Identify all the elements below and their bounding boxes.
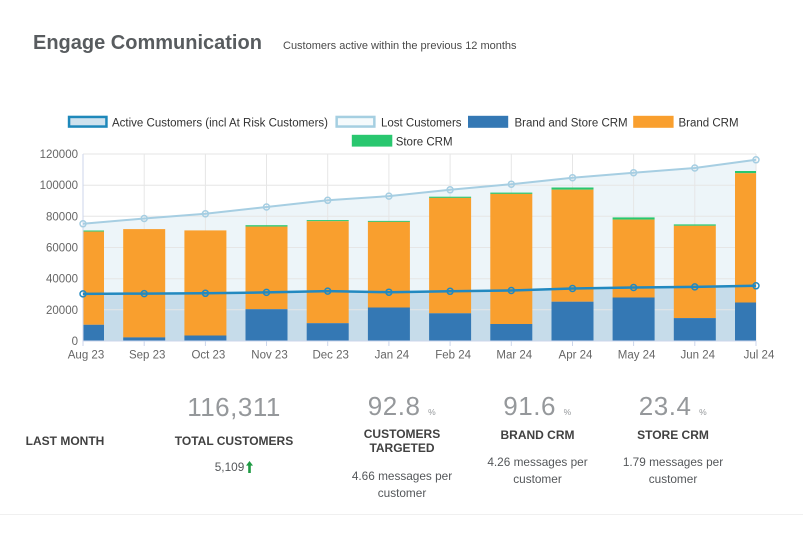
svg-text:0: 0 xyxy=(72,336,78,348)
svg-text:40000: 40000 xyxy=(46,274,78,286)
svg-text:Aug 23: Aug 23 xyxy=(68,350,104,362)
svg-text:Sep 23: Sep 23 xyxy=(129,350,165,362)
svg-text:80000: 80000 xyxy=(46,211,78,223)
svg-text:Jan 24: Jan 24 xyxy=(375,350,410,362)
svg-text:Store CRM: Store CRM xyxy=(396,137,453,149)
svg-text:120000: 120000 xyxy=(40,149,78,161)
svg-text:Oct 23: Oct 23 xyxy=(191,350,225,362)
svg-text:100000: 100000 xyxy=(40,180,78,192)
svg-text:May 24: May 24 xyxy=(618,350,656,362)
svg-text:Jun 24: Jun 24 xyxy=(681,350,716,362)
svg-text:Brand CRM: Brand CRM xyxy=(679,117,739,129)
svg-text:Lost Customers: Lost Customers xyxy=(381,117,462,129)
svg-text:Feb 24: Feb 24 xyxy=(435,350,471,362)
svg-text:Apr 24: Apr 24 xyxy=(559,350,593,362)
svg-text:Dec 23: Dec 23 xyxy=(312,350,348,362)
svg-text:Active Customers (incl At Risk: Active Customers (incl At Risk Customers… xyxy=(112,117,328,129)
svg-text:20000: 20000 xyxy=(46,305,78,317)
svg-text:Brand and Store CRM: Brand and Store CRM xyxy=(515,117,628,129)
svg-text:Mar 24: Mar 24 xyxy=(496,350,532,362)
svg-text:60000: 60000 xyxy=(46,243,78,255)
svg-text:Nov 23: Nov 23 xyxy=(251,350,287,362)
svg-text:Jul 24: Jul 24 xyxy=(744,350,775,362)
